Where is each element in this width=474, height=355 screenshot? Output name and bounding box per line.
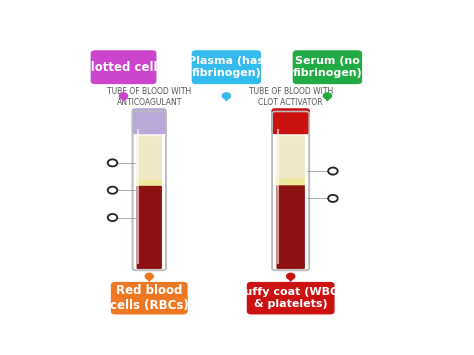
- FancyBboxPatch shape: [276, 129, 305, 138]
- Text: Red blood
cells (RBCs): Red blood cells (RBCs): [110, 284, 189, 312]
- FancyBboxPatch shape: [137, 136, 162, 181]
- Polygon shape: [287, 276, 294, 281]
- FancyBboxPatch shape: [137, 186, 162, 269]
- FancyBboxPatch shape: [276, 136, 305, 180]
- Polygon shape: [324, 96, 331, 101]
- FancyBboxPatch shape: [293, 50, 362, 84]
- FancyBboxPatch shape: [272, 111, 309, 270]
- Text: TUBE OF BLOOD WITH
ANTICOAGULANT: TUBE OF BLOOD WITH ANTICOAGULANT: [107, 87, 191, 107]
- Circle shape: [222, 93, 230, 99]
- Text: Clotted cells: Clotted cells: [82, 61, 165, 74]
- Polygon shape: [146, 276, 153, 281]
- Polygon shape: [120, 96, 127, 101]
- FancyBboxPatch shape: [133, 111, 166, 270]
- Text: Buffy coat (WBCs
& platelets): Buffy coat (WBCs & platelets): [237, 288, 345, 309]
- Circle shape: [287, 273, 295, 279]
- Polygon shape: [223, 96, 230, 101]
- FancyBboxPatch shape: [132, 108, 167, 134]
- FancyBboxPatch shape: [137, 129, 162, 138]
- Text: Serum (no
fibrinogen): Serum (no fibrinogen): [292, 56, 362, 78]
- Circle shape: [119, 93, 128, 99]
- FancyBboxPatch shape: [111, 282, 188, 315]
- FancyBboxPatch shape: [91, 50, 156, 84]
- FancyBboxPatch shape: [276, 179, 305, 187]
- Text: Plasma (has
fibrinogen): Plasma (has fibrinogen): [188, 56, 264, 78]
- Circle shape: [145, 273, 153, 279]
- FancyBboxPatch shape: [276, 185, 305, 269]
- Circle shape: [323, 93, 331, 99]
- Text: TUBE OF BLOOD WITH
CLOT ACTIVATOR: TUBE OF BLOOD WITH CLOT ACTIVATOR: [248, 87, 333, 107]
- FancyBboxPatch shape: [137, 180, 162, 187]
- FancyBboxPatch shape: [247, 282, 335, 315]
- FancyBboxPatch shape: [272, 108, 310, 134]
- FancyBboxPatch shape: [191, 50, 261, 84]
